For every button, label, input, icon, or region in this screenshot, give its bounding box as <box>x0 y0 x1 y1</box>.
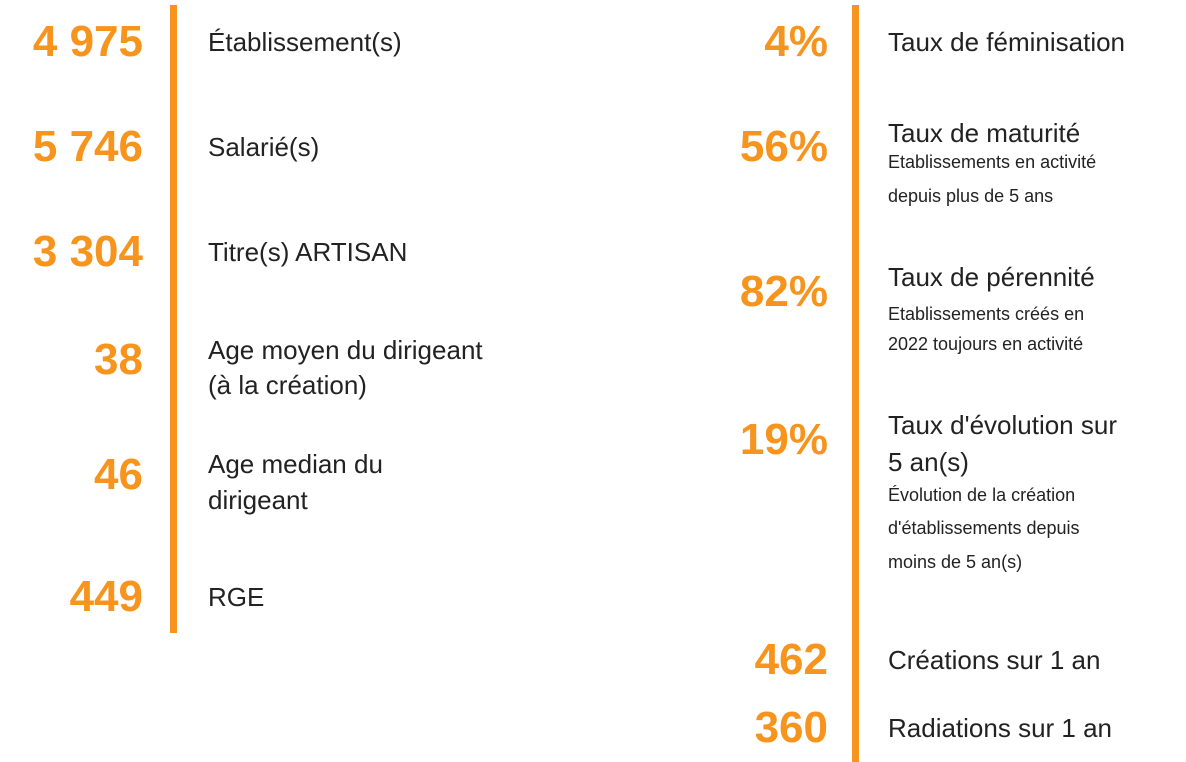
kpi-label: Taux de maturité <box>888 118 1081 148</box>
kpi-description: Évolution de la création <box>888 485 1076 505</box>
kpi-label: Salarié(s) <box>208 132 320 162</box>
kpi-description: Etablissements en activité <box>888 152 1097 172</box>
kpi-value: 19% <box>739 415 828 464</box>
kpi-value: 56% <box>739 122 828 171</box>
kpi-description: moins de 5 an(s) <box>888 552 1023 572</box>
divider <box>170 5 177 633</box>
kpi-label: Age median du <box>208 449 383 479</box>
kpi-value: 3 304 <box>32 227 143 276</box>
kpi-value: 82% <box>739 267 828 316</box>
kpi-label: Titre(s) ARTISAN <box>208 237 408 267</box>
divider <box>852 5 859 762</box>
kpi-label: 5 an(s) <box>888 447 969 477</box>
kpi-description: Etablissements créés en <box>888 304 1085 324</box>
kpi-label: Taux d'évolution sur <box>888 410 1117 440</box>
kpi-label: Taux de pérennité <box>888 262 1095 292</box>
kpi-description: 2022 toujours en activité <box>888 334 1084 354</box>
kpi-value: 38 <box>94 335 143 384</box>
kpi-label: Taux de féminisation <box>888 27 1126 57</box>
kpi-value: 4 975 <box>32 17 143 66</box>
kpi-description: depuis plus de 5 ans <box>888 186 1054 206</box>
kpi-value: 5 746 <box>32 122 143 171</box>
kpi-value: 4% <box>764 17 828 66</box>
kpi-value: 462 <box>754 635 828 684</box>
kpi-value: 46 <box>94 450 143 499</box>
kpi-label: Établissement(s) <box>208 27 402 57</box>
kpi-label: Radiations sur 1 an <box>888 713 1113 743</box>
kpi-value: 360 <box>754 703 828 752</box>
kpi-label: RGE <box>208 582 265 612</box>
kpi-label: Age moyen du dirigeant <box>208 335 483 365</box>
kpi-label: dirigeant <box>208 485 308 515</box>
kpi-label: (à la création) <box>208 370 367 400</box>
kpi-description: d'établissements depuis <box>888 518 1080 538</box>
kpi-value: 449 <box>69 572 143 621</box>
kpi-label: Créations sur 1 an <box>888 645 1101 675</box>
